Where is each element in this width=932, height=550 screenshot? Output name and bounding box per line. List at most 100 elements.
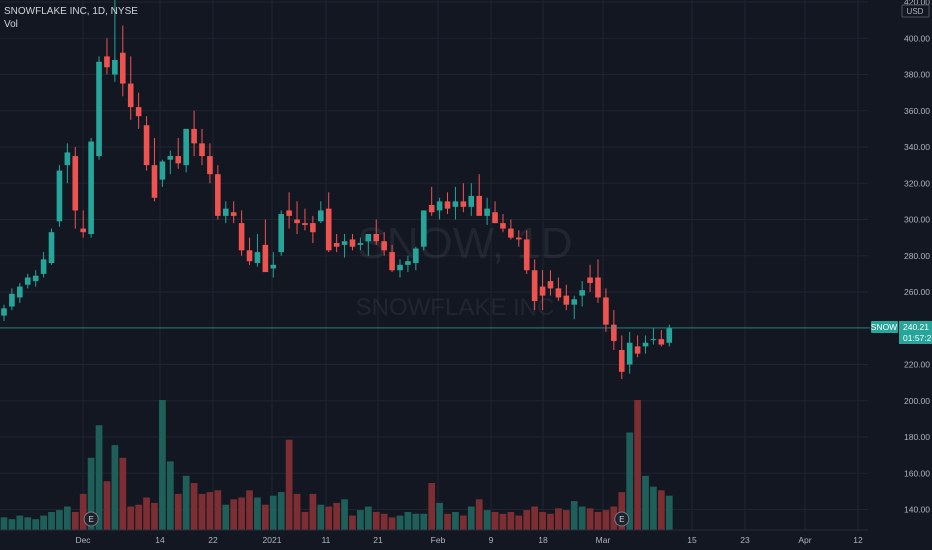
time-tick-label: 12 xyxy=(853,535,863,545)
volume-bar xyxy=(658,490,665,530)
time-tick-label: 15 xyxy=(687,535,697,545)
candle xyxy=(508,219,514,240)
candle-body xyxy=(183,128,189,166)
candle-body xyxy=(151,165,158,198)
candle xyxy=(48,228,55,265)
candle xyxy=(9,288,15,311)
volume-bar xyxy=(135,504,142,530)
volume-bar xyxy=(111,445,119,530)
candle xyxy=(516,230,522,247)
candle-body xyxy=(32,275,39,282)
candle-body xyxy=(294,219,300,224)
candle-body xyxy=(658,339,665,345)
candle-body xyxy=(666,328,673,343)
time-tick-label: 21 xyxy=(373,535,383,545)
symbol-title[interactable]: SNOWFLAKE INC, 1D, NYSE xyxy=(4,6,138,17)
volume-bars xyxy=(0,400,673,530)
volume-bar xyxy=(483,510,491,530)
volume-bar xyxy=(48,511,55,530)
candle xyxy=(96,56,102,160)
volume-bar xyxy=(341,499,348,530)
candle xyxy=(135,92,142,129)
candle-body xyxy=(120,52,126,84)
volume-bar xyxy=(531,506,538,530)
price-tick-label: 420.00 xyxy=(904,0,930,7)
volume-bar xyxy=(317,504,325,530)
volume-bar xyxy=(372,511,380,530)
candle xyxy=(555,277,562,302)
volume-bar xyxy=(24,517,32,530)
candle-body xyxy=(64,152,71,166)
volume-bar xyxy=(610,506,618,530)
candle-body xyxy=(88,141,94,234)
volume-bar xyxy=(562,510,570,530)
chart-legend: SNOWFLAKE INC, 1D, NYSE Vol xyxy=(4,5,138,31)
candle-body xyxy=(381,241,387,251)
volume-bar xyxy=(206,492,214,530)
volume-bar xyxy=(452,511,459,530)
volume-bar xyxy=(64,506,71,530)
candle xyxy=(357,237,364,251)
volume-bar xyxy=(634,400,641,530)
candle-body xyxy=(17,286,23,298)
volume-bar xyxy=(586,508,594,530)
candle xyxy=(333,234,340,253)
candle xyxy=(484,197,490,225)
candle-body xyxy=(96,61,102,157)
candle-body xyxy=(215,174,221,216)
volume-bar xyxy=(460,515,467,530)
time-tick-label: Mar xyxy=(596,535,611,545)
candle-body xyxy=(230,212,237,216)
candle xyxy=(17,282,23,303)
volume-bar xyxy=(56,510,63,530)
time-axis[interactable]: Dec 14 22 2021 11 21 Feb 9 18 Mar 15 23 Apr 12 xyxy=(0,529,868,545)
volume-bar xyxy=(143,497,150,530)
volume-bar xyxy=(467,506,475,530)
volume-bar xyxy=(238,497,245,530)
volume-label[interactable]: Vol xyxy=(4,19,18,30)
last-price-ticker: SNOW xyxy=(871,322,897,332)
candle xyxy=(183,128,189,173)
volume-bar xyxy=(222,504,230,530)
candle xyxy=(634,335,641,358)
earnings-marker[interactable]: E xyxy=(614,511,630,527)
volume-bar xyxy=(380,513,388,530)
candle-body xyxy=(484,208,490,216)
volume-bar xyxy=(301,511,309,530)
currency-box[interactable]: USD xyxy=(901,4,930,18)
candle-body xyxy=(286,210,292,216)
volume-bar xyxy=(0,517,8,530)
time-tick-label: Feb xyxy=(431,535,446,545)
candlesticks xyxy=(1,0,673,379)
candle xyxy=(167,150,174,175)
candle xyxy=(302,208,308,231)
candle xyxy=(207,143,213,184)
volume-bar xyxy=(285,439,293,530)
candle xyxy=(523,230,530,274)
price-tick-label: 220.00 xyxy=(904,360,930,370)
candle xyxy=(175,137,182,169)
candle xyxy=(531,259,538,311)
candle-body xyxy=(634,346,641,354)
price-axis[interactable]: 420.00 400.00 380.00 360.00 340.00 320.00 300.… xyxy=(904,0,930,515)
candle-body xyxy=(302,223,308,225)
candle xyxy=(381,232,387,256)
candle xyxy=(32,270,39,287)
volume-bar xyxy=(325,506,333,530)
candle-body xyxy=(539,286,546,296)
candle-body xyxy=(104,56,110,68)
candle xyxy=(286,192,292,229)
candle-body xyxy=(452,201,459,207)
earnings-marker[interactable]: E xyxy=(83,511,99,527)
candle xyxy=(120,25,126,97)
volume-bar xyxy=(650,486,657,530)
candle-body xyxy=(397,264,403,271)
candle-body xyxy=(56,170,63,222)
volume-bar xyxy=(523,510,531,530)
candle-body xyxy=(500,223,506,229)
candle-body xyxy=(476,195,482,216)
candle xyxy=(436,197,443,220)
volume-bar xyxy=(230,499,238,530)
